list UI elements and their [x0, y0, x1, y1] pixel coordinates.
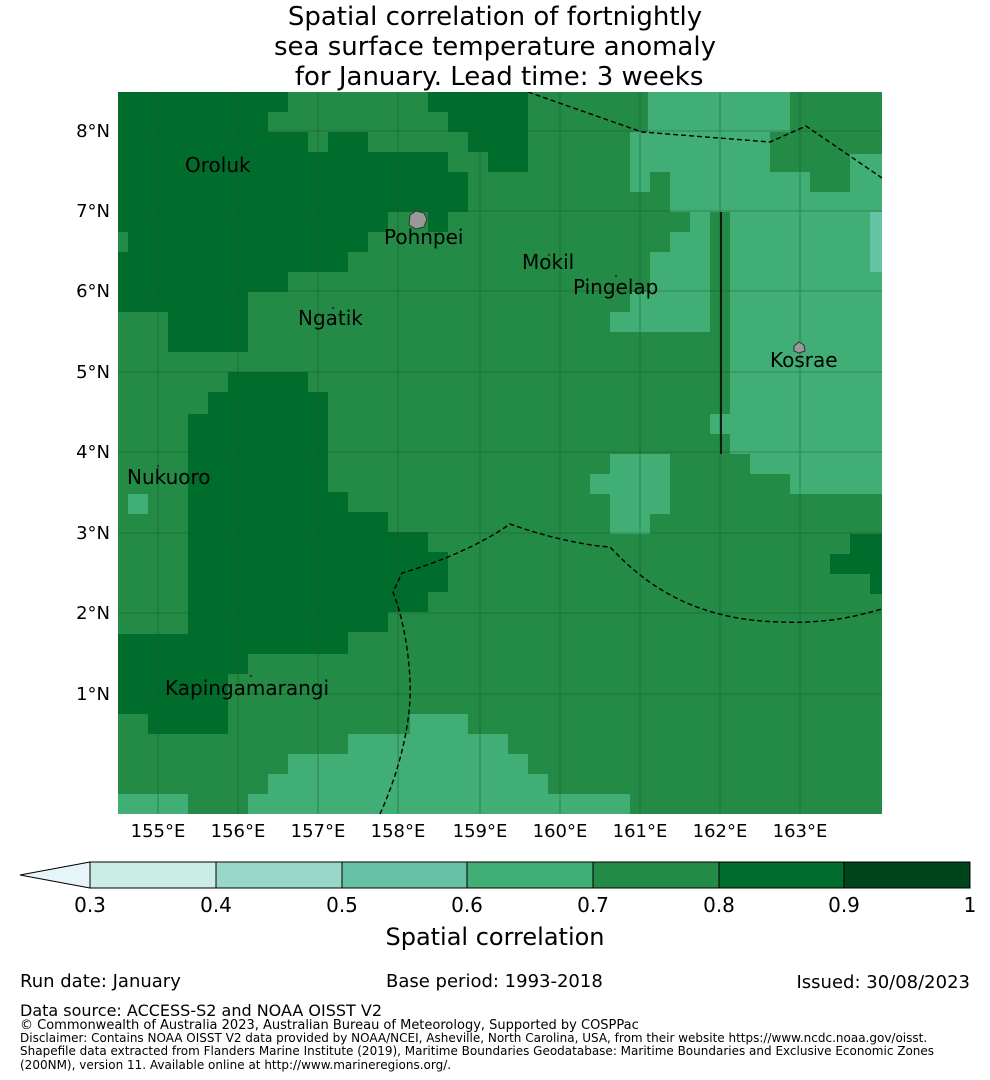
region-south-west: [118, 794, 188, 814]
lat-label: 1°N: [76, 684, 110, 705]
colorbar-tick: 0.9: [828, 893, 860, 917]
lon-label: 160°E: [533, 821, 588, 842]
colorbar-segment-0.8-0.9: [719, 862, 844, 888]
colorbar-segment-0.4-0.5: [216, 862, 342, 888]
base-period: Base period: 1993-2018: [386, 971, 603, 992]
lon-label: 163°E: [773, 821, 828, 842]
place-label-pohnpei: Pohnpei: [384, 225, 464, 249]
title-line-1: Spatial correlation of fortnightly: [287, 2, 703, 32]
region-east: [830, 534, 882, 594]
lon-label: 155°E: [131, 821, 186, 842]
ngatik-atoll-mark: [331, 306, 335, 310]
eez-boundaries: [379, 92, 882, 814]
kapingamarangi-atoll-mark: [249, 674, 253, 678]
correlation-0.8-0.9-regions: [118, 92, 882, 734]
colorbar-segment-0.6-0.7: [467, 862, 593, 888]
issued-date: Issued: 30/08/2023: [796, 972, 970, 993]
disclaimer: Disclaimer: Contains NOAA OISST V2 data …: [20, 1031, 928, 1045]
colorbar-tick: 0.7: [577, 893, 609, 917]
colorbar-segment-0.9-1: [844, 862, 970, 888]
region-central-east: [590, 454, 670, 534]
region-north-east: [610, 92, 882, 494]
mokil-atoll-mark: [547, 253, 551, 257]
colorbar-tick: 0.5: [326, 893, 358, 917]
colorbar-tick: 0.3: [74, 893, 106, 917]
shapefile-credit-1: Shapefile data extracted from Flanders M…: [20, 1044, 935, 1058]
graticule: [118, 92, 882, 814]
lon-label: 157°E: [291, 821, 346, 842]
place-label-kosrae: Kosrae: [770, 348, 838, 372]
kosrae-island-shape: [793, 341, 806, 354]
correlation-0.6-0.7-regions: [118, 92, 882, 814]
colorbar-segment-0.5-0.6: [342, 862, 467, 888]
region-west: [118, 372, 448, 734]
map-area: Oroluk Pohnpei Mokil Pingelap Ngatik Kos…: [118, 92, 882, 814]
lon-label: 159°E: [453, 821, 508, 842]
run-date: Run date: January: [20, 971, 181, 992]
region-south: [248, 714, 630, 814]
correlation-0.5-0.6-cell: [870, 212, 882, 272]
title-line-2: sea surface temperature anomaly: [274, 32, 716, 62]
region-north-central: [428, 92, 528, 172]
map-title: Spatial correlation of fortnightly sea s…: [0, 2, 990, 92]
place-label-ngatik: Ngatik: [298, 306, 363, 330]
lat-label: 2°N: [76, 603, 110, 624]
lat-label: 3°N: [76, 523, 110, 544]
title-line-3: for January. Lead time: 3 weeks: [286, 62, 704, 92]
colorbar-extend-arrow: [19, 861, 91, 889]
colorbar-segment-0.3-0.4: [90, 862, 216, 888]
region-edge-west: [118, 252, 128, 312]
place-label-mokil: Mokil: [522, 250, 574, 274]
colorbar-tick: 0.6: [451, 893, 483, 917]
pingelap-atoll-mark: [614, 274, 618, 278]
lat-label: 6°N: [76, 281, 110, 302]
copyright: © Commonwealth of Australia 2023, Austra…: [20, 1018, 639, 1033]
place-label-pingelap: Pingelap: [573, 275, 658, 299]
lon-label: 158°E: [371, 821, 426, 842]
colorbar-tick: 0.8: [703, 893, 735, 917]
place-label-oroluk: Oroluk: [185, 153, 251, 177]
region-nukuoro-cell: [128, 494, 148, 514]
latitude-axis: 8°N 7°N 6°N 5°N 4°N 3°N 2°N 1°N: [76, 121, 110, 705]
shapefile-credit-2: (200NM), version 11. Available online at…: [20, 1058, 452, 1072]
colorbar: 0.3 0.4 0.5 0.6 0.7 0.8 0.9 1 Spatial co…: [19, 861, 976, 951]
lat-label: 4°N: [76, 442, 110, 463]
data-source: Data source: ACCESS-S2 and NOAA OISST V2: [20, 1001, 383, 1020]
colorbar-ticks: 0.3 0.4 0.5 0.6 0.7 0.8 0.9 1: [74, 893, 976, 917]
place-label-kapingamarangi: Kapingamarangi: [165, 676, 329, 700]
lon-label: 156°E: [211, 821, 266, 842]
place-label-nukuoro: Nukuoro: [127, 465, 211, 489]
pohnpei-island-shape: [408, 210, 428, 230]
lat-label: 7°N: [76, 201, 110, 222]
colorbar-tick: 1: [964, 893, 977, 917]
region-north-west: [118, 92, 468, 352]
lat-label: 5°N: [76, 362, 110, 383]
lon-label: 161°E: [613, 821, 668, 842]
colorbar-tick: 0.4: [200, 893, 232, 917]
lat-label: 8°N: [76, 121, 110, 142]
lon-label: 162°E: [693, 821, 748, 842]
colorbar-segment-0.7-0.8: [593, 862, 719, 888]
map-figure: Oroluk Pohnpei Mokil Pingelap Ngatik Kos…: [76, 92, 882, 842]
longitude-axis: 155°E 156°E 157°E 158°E 159°E 160°E 161°…: [131, 821, 828, 842]
colorbar-label: Spatial correlation: [385, 923, 604, 951]
nukuoro-atoll-mark: [156, 464, 160, 468]
